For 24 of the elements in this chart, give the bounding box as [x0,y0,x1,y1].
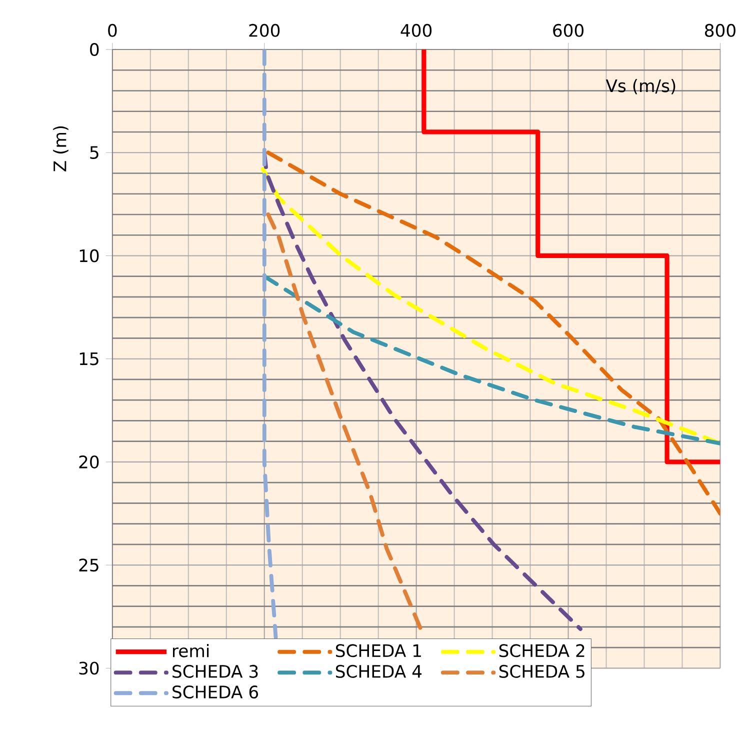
legend-label: SCHEDA 3 [172,665,258,678]
legend-label: SCHEDA 4 [336,665,422,678]
x-tick-label: 600 [553,24,584,38]
legend-label: remi [173,644,209,658]
legend-label: SCHEDA 1 [336,644,421,658]
x-axis-title: Vs (m/s) [606,79,676,94]
x-tick-label: 800 [705,24,736,38]
y-tick-label: 5 [90,146,98,160]
y-tick-label: 25 [79,558,98,572]
line-series [266,150,720,516]
x-tick-label: 400 [400,24,432,38]
y-axis-title: Z (m) [53,126,68,172]
legend-label: SCHEDA 6 [172,686,258,699]
y-tick-label: 10 [80,249,99,262]
y-tick-label: 15 [80,352,98,366]
y-tick-label: 0 [90,43,99,56]
line-series [262,50,278,640]
line-series [422,50,720,465]
y-tick-label: 30 [79,662,99,675]
legend-label: SCHEDA 5 [499,665,584,678]
x-tick-label: 0 [108,24,117,38]
y-tick-label: 20 [79,456,99,469]
legend-label: SCHEDA 2 [499,644,584,658]
x-tick-label: 200 [249,24,280,38]
